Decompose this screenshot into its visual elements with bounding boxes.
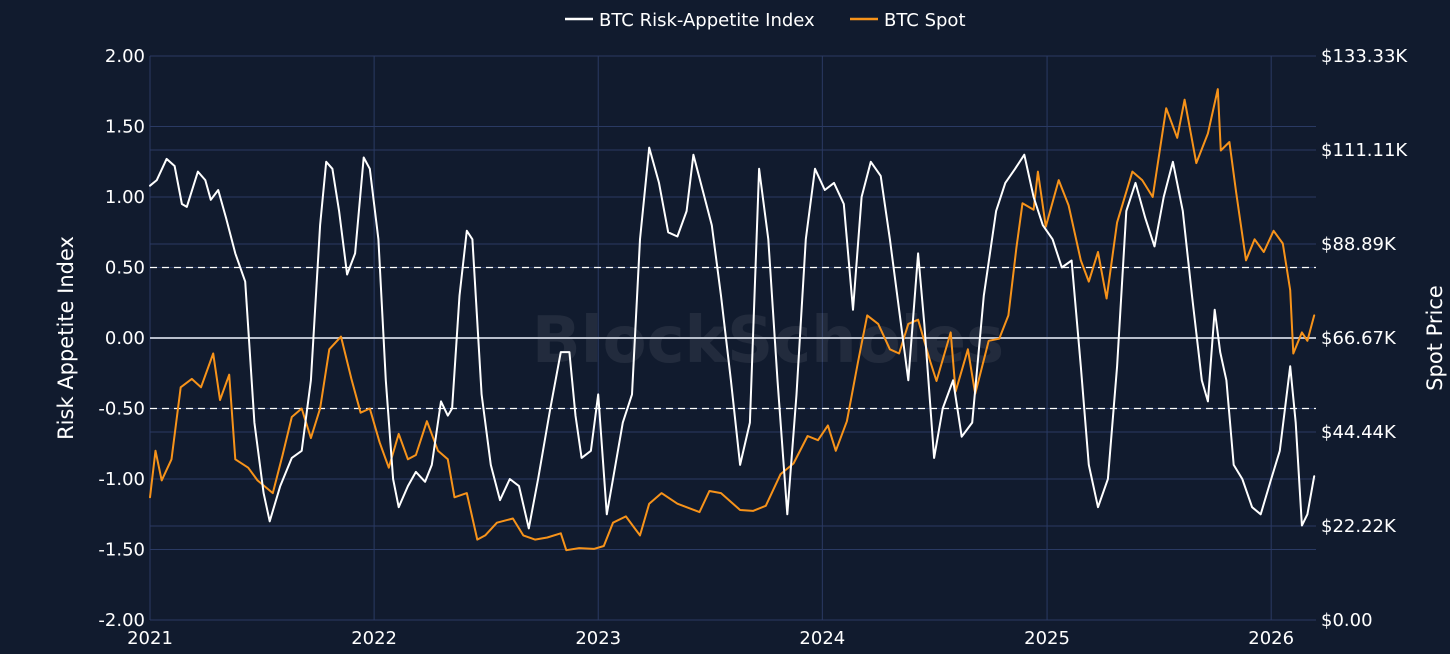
x-tick-label-0: 2021 bbox=[127, 628, 173, 649]
x-tick-label-5: 2026 bbox=[1248, 628, 1294, 649]
x-tick-label-4: 2025 bbox=[1024, 628, 1070, 649]
y-left-tick-label-6: 1.00 bbox=[105, 187, 145, 208]
legend: BTC Risk-Appetite Index BTC Spot bbox=[565, 10, 966, 31]
legend-label-btc-spot: BTC Spot bbox=[884, 10, 966, 31]
watermark: BlockScholes bbox=[532, 304, 1004, 378]
y-left-tick-label-8: 2.00 bbox=[105, 46, 145, 67]
x-tick-label-1: 2022 bbox=[351, 628, 397, 649]
y-left-tick-label-5: 0.50 bbox=[105, 258, 145, 279]
x-tick-label-3: 2024 bbox=[799, 628, 845, 649]
y-right-tick-label-3: $66.67K bbox=[1321, 328, 1397, 349]
y-right-tick-label-6: $133.33K bbox=[1321, 46, 1408, 67]
y-right-axis-title: Spot Price bbox=[1423, 285, 1447, 391]
y-right-tick-label-1: $22.22K bbox=[1321, 516, 1397, 537]
y-left-tick-label-2: -1.00 bbox=[98, 469, 145, 490]
series-line-risk-appetite bbox=[149, 146, 1316, 530]
series-line-btc-spot bbox=[149, 88, 1316, 552]
y-left-tick-label-4: 0.00 bbox=[105, 328, 145, 349]
y-left-tick-label-3: -0.50 bbox=[98, 399, 145, 420]
y-right-tick-label-5: $111.11K bbox=[1321, 140, 1408, 161]
y-left-axis-ticks: -2.00 -1.50 -1.00 -0.50 0.00 0.50 1.00 1.50 2.00 bbox=[98, 46, 145, 631]
legend-item-risk-appetite[interactable]: BTC Risk-Appetite Index bbox=[565, 10, 815, 31]
y-left-tick-label-0: -2.00 bbox=[98, 610, 145, 631]
y-right-axis-ticks: $0.00 $22.22K $44.44K $66.67K $88.89K $111.11… bbox=[1321, 46, 1408, 631]
y-right-tick-label-4: $88.89K bbox=[1321, 234, 1397, 255]
series-layer bbox=[149, 88, 1316, 552]
y-left-tick-label-7: 1.50 bbox=[105, 117, 145, 138]
legend-item-btc-spot[interactable]: BTC Spot bbox=[850, 10, 966, 31]
x-tick-label-2: 2023 bbox=[575, 628, 621, 649]
legend-label-risk-appetite: BTC Risk-Appetite Index bbox=[599, 10, 815, 31]
y-right-tick-label-2: $44.44K bbox=[1321, 422, 1397, 443]
reference-lines bbox=[150, 266, 1316, 410]
x-axis-ticks: 2021 2022 2023 2024 2025 2026 bbox=[127, 628, 1294, 649]
y-right-tick-label-0: $0.00 bbox=[1321, 610, 1373, 631]
y-left-axis-title: Risk Appetite Index bbox=[54, 236, 78, 440]
y-left-tick-label-1: -1.50 bbox=[98, 540, 145, 561]
